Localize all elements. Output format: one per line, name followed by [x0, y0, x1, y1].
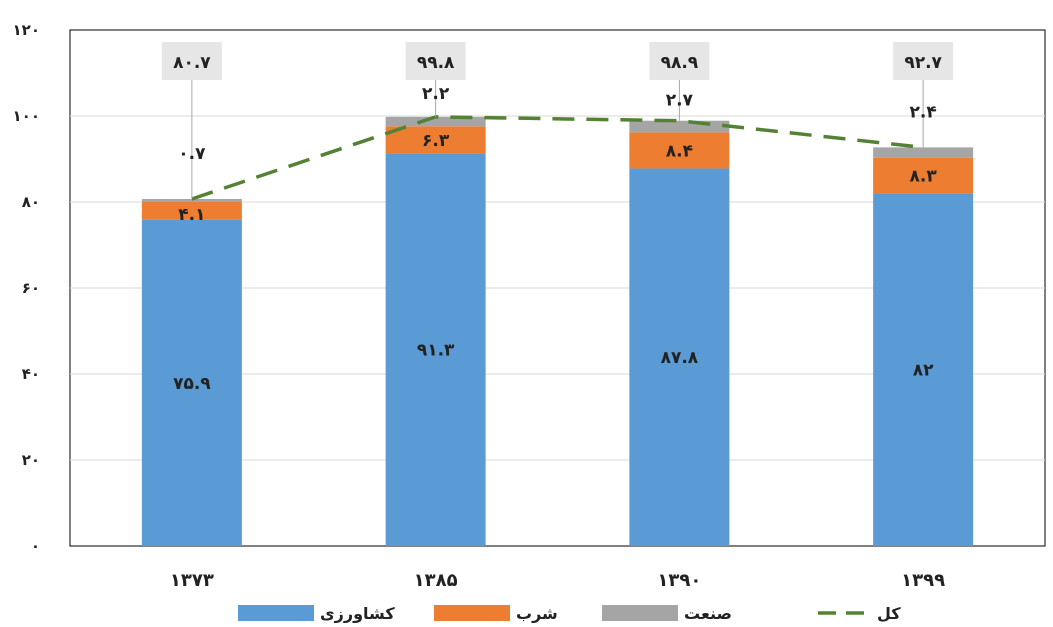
legend-swatch-drinking [434, 605, 510, 621]
bar-segment [629, 132, 730, 169]
legend-swatch-farming [238, 605, 314, 621]
y-tick-label: ۲۰ [22, 451, 40, 469]
bar-segment [385, 126, 486, 154]
legend-label-farming: کشاورزی [320, 604, 395, 623]
data-label-total: ۹۹.۸ [417, 53, 455, 73]
data-label-farming: ۸۷.۸ [661, 348, 699, 368]
bar-segment [385, 153, 486, 546]
data-label-drinking: ۴.۱ [178, 205, 205, 225]
data-label-farming: ۸۲ [913, 361, 934, 381]
data-label-total: ۹۸.۹ [661, 53, 699, 73]
data-label-industry: ۲.۴ [910, 102, 937, 122]
bars [141, 116, 974, 546]
data-labels: ۷۵.۹ ۴.۱ ۰.۷ ۸۰.۷ ۹۱.۳ ۶.۳ ۲.۲ ۹۹.۸ ۸۷.۸ ۸.۴ ۲.۷ ۹۸… [161, 42, 954, 394]
total-label-box [649, 42, 710, 80]
y-tick-label: ۰ [31, 537, 40, 555]
legend: کل صنعت شرب کشاورزی [238, 604, 901, 623]
bar-segment [873, 157, 974, 194]
total-series-line [191, 115, 924, 201]
bar-segment [141, 219, 242, 546]
x-tick-label: ۱۳۸۵ [414, 570, 458, 591]
data-label-industry: ۲.۲ [422, 84, 450, 104]
y-tick-label: ۱۲۰ [13, 21, 40, 39]
data-label-farming: ۷۵.۹ [173, 374, 211, 394]
legend-label-total: کل [877, 604, 901, 623]
bar-segment [629, 120, 730, 133]
y-tick-label: ۸۰ [22, 193, 40, 211]
y-tick-label: ۱۰۰ [13, 107, 40, 125]
data-label-drinking: ۶.۳ [422, 131, 450, 151]
x-tick-label: ۱۳۷۳ [170, 570, 214, 591]
x-tick-label: ۱۳۹۹ [901, 570, 945, 591]
data-label-drinking: ۸.۳ [910, 167, 938, 187]
data-label-industry: ۰.۷ [178, 144, 206, 164]
y-axis: ۰ ۲۰ ۴۰ ۶۰ ۸۰ ۱۰۰ ۱۲۰ [13, 21, 40, 555]
x-tick-label: ۱۳۹۰ [657, 570, 701, 591]
y-tick-label: ۴۰ [22, 365, 40, 383]
total-label-box [405, 42, 466, 80]
bar-segment [629, 168, 730, 546]
bar-segment [141, 202, 242, 220]
data-label-total: ۹۲.۷ [904, 53, 942, 73]
bar-segment [385, 116, 486, 127]
data-label-total: ۸۰.۷ [173, 53, 211, 73]
legend-label-industry: صنعت [684, 604, 732, 623]
data-label-drinking: ۸.۴ [666, 141, 693, 161]
data-label-industry: ۲.۷ [666, 91, 694, 111]
bar-segment [873, 193, 974, 546]
data-label-farming: ۹۱.۳ [417, 341, 455, 361]
legend-label-drinking: شرب [516, 604, 558, 623]
total-label-box [893, 42, 954, 80]
x-axis: ۱۳۷۳ ۱۳۸۵ ۱۳۹۰ ۱۳۹۹ [170, 570, 945, 591]
legend-swatch-industry [602, 605, 678, 621]
total-label-box [161, 42, 222, 80]
total-line [191, 115, 924, 201]
y-tick-label: ۶۰ [22, 279, 40, 297]
bar-segment [141, 198, 242, 202]
bar-segment [873, 147, 974, 158]
